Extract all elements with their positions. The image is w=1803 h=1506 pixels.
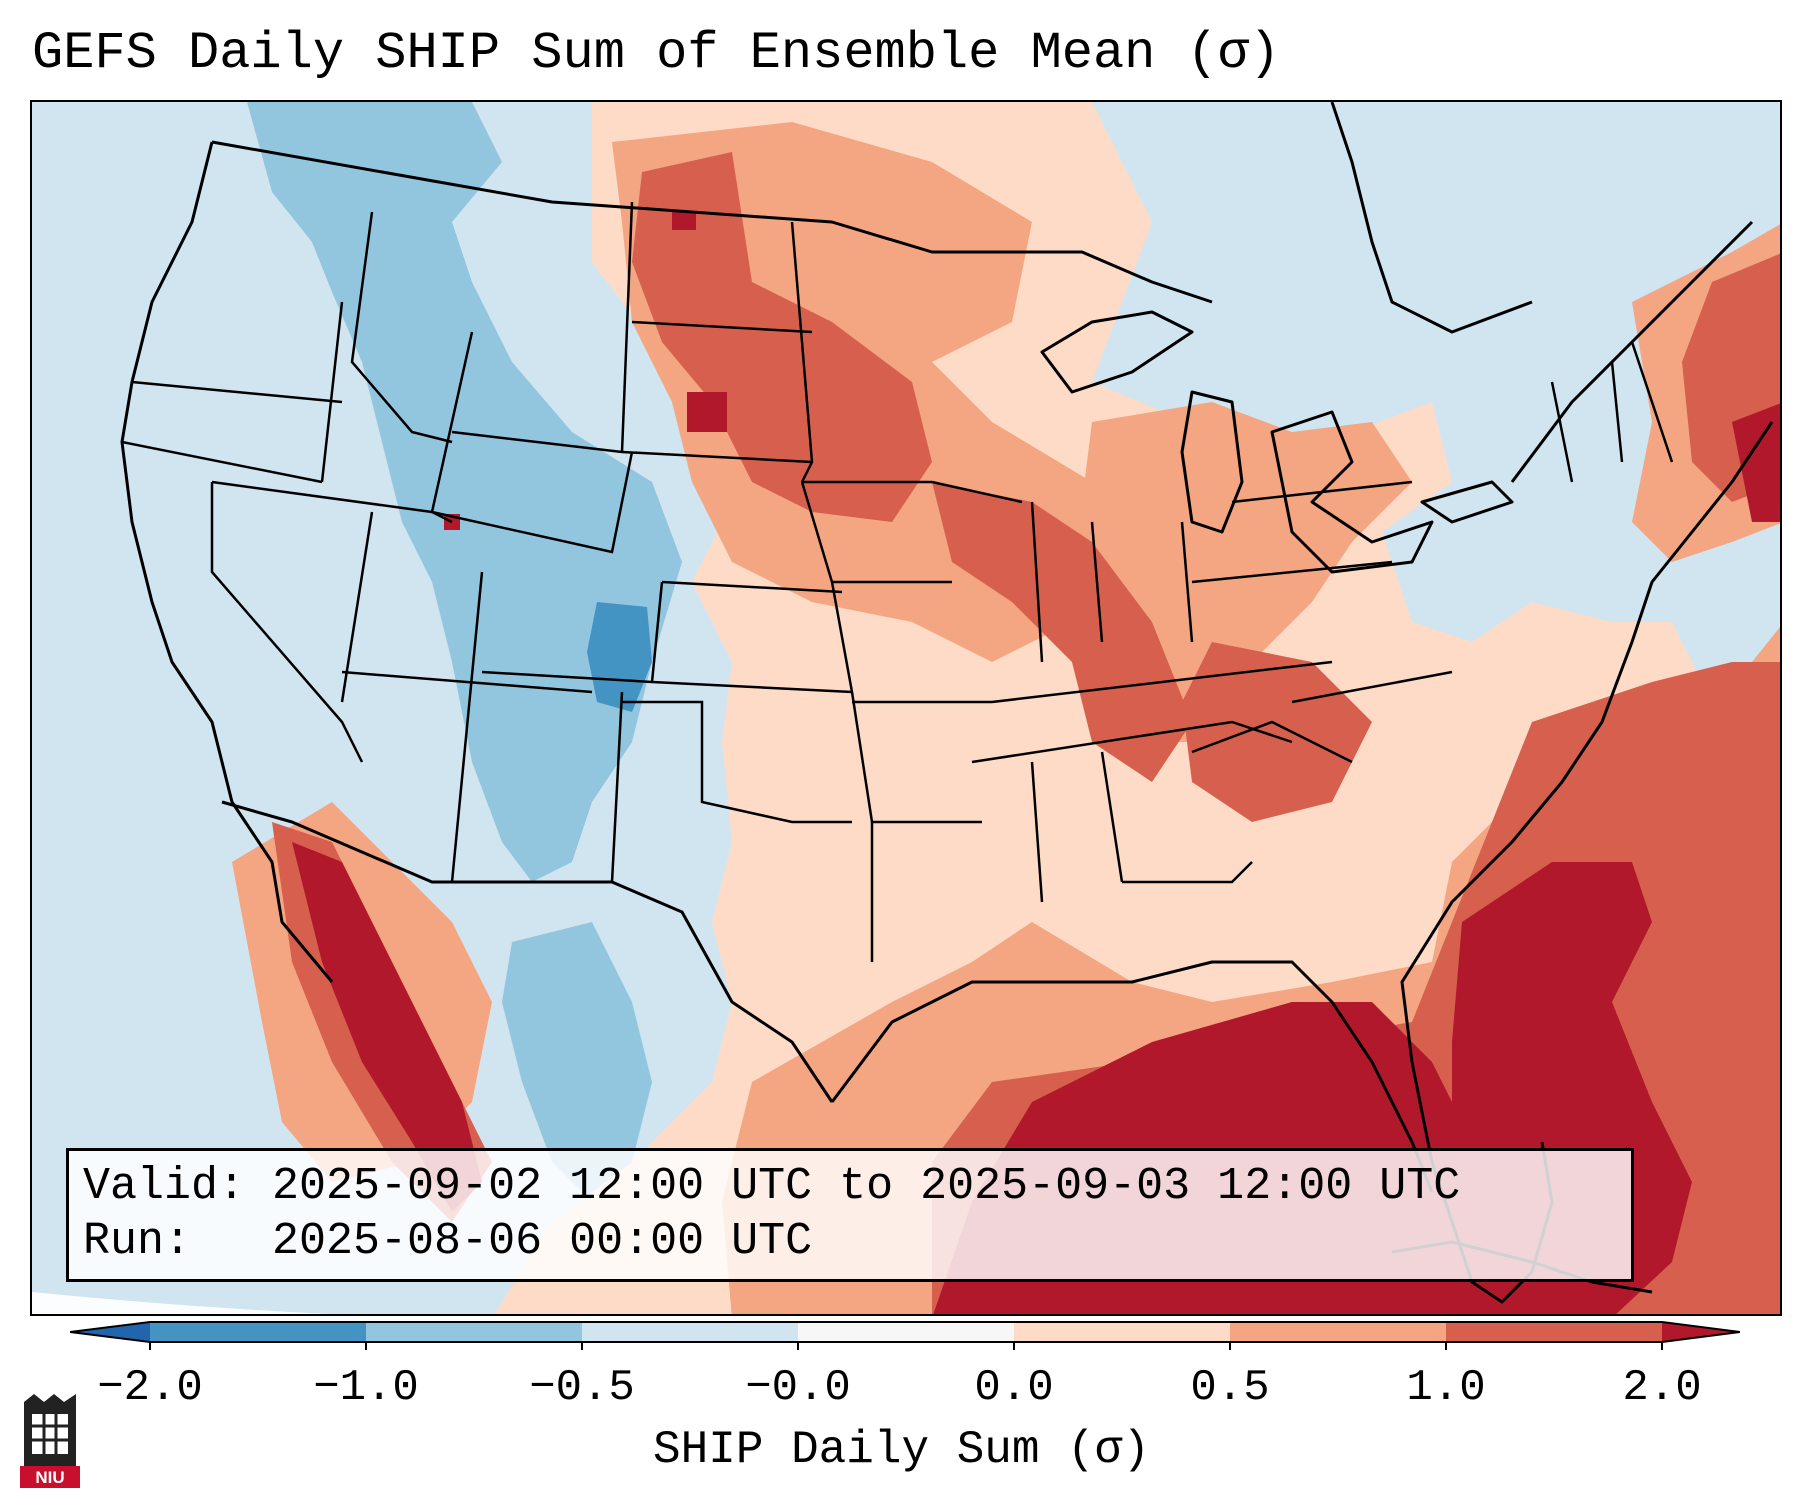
- colorbar-bin-4: [798, 1322, 1014, 1342]
- lake-ontario: [1420, 480, 1514, 524]
- state-line-tn-ms-al-ga: [971, 720, 1293, 764]
- field-blue-colorado-core: [587, 602, 652, 712]
- colorbar-bin-3: [582, 1322, 798, 1342]
- colorbar-tick-label: −1.0: [313, 1363, 419, 1413]
- map-title: GEFS Daily SHIP Sum of Ensemble Mean (σ): [32, 24, 1281, 83]
- state-line-id-mt: [350, 211, 453, 444]
- state-line-va-nc: [1291, 670, 1453, 704]
- field-red-ohio-valley: [1182, 642, 1372, 822]
- state-line-ca-nv: [210, 482, 364, 763]
- state-line-nv-ut: [340, 511, 374, 703]
- state-line-nd-sd: [631, 320, 813, 334]
- state-line-dakotas-mn: [790, 221, 814, 483]
- colorbar-bin-6: [1230, 1322, 1446, 1342]
- colorbar-over-arrow: [1662, 1322, 1740, 1342]
- state-line-ut-az: [341, 670, 593, 694]
- colorbar-tick-label: 2.0: [1622, 1363, 1702, 1413]
- field-darkred-nd-spot: [672, 212, 696, 230]
- state-line-ga-fl: [1122, 861, 1253, 884]
- colorbar-under-arrow: [70, 1322, 150, 1342]
- state-line-in-oh: [1090, 521, 1104, 643]
- state-line-il-in: [1030, 501, 1044, 663]
- state-line-az-nm: [450, 571, 484, 883]
- great-lakes-michigan: [1180, 390, 1244, 534]
- colorbar-bin-7: [1446, 1322, 1662, 1342]
- field-red-iowa: [932, 482, 1192, 782]
- field-blue-rockies: [247, 102, 682, 882]
- logo-banner: [20, 1466, 80, 1488]
- state-line-sd-ne: [621, 450, 813, 464]
- valid-line: Valid: 2025-09-02 12:00 UTC to 2025-09-0…: [83, 1161, 1461, 1212]
- state-line-ok-tx: [622, 700, 852, 824]
- state-line-ms-al: [1030, 761, 1044, 903]
- state-line-ky-tn: [991, 660, 1333, 704]
- colorbar-tick-label: −0.5: [529, 1363, 635, 1413]
- state-line-or-id: [320, 301, 344, 483]
- state-line-nv-id: [211, 480, 433, 514]
- state-line-or-ca: [121, 440, 323, 484]
- colorbar-tick-label: −0.0: [745, 1363, 851, 1413]
- field-layer: [32, 102, 1780, 1314]
- state-line-co-ks: [650, 581, 664, 683]
- field-darkred-new-england: [1732, 403, 1780, 522]
- field-blue-southwest: [502, 922, 652, 1202]
- colorbar-bin-1: [150, 1322, 366, 1342]
- field-darkred-mexico-west: [292, 842, 482, 1212]
- field-domain-edge: [32, 1292, 330, 1314]
- colorbar-tick-label: 0.5: [1190, 1363, 1270, 1413]
- colorbar-label: SHIP Daily Sum (σ): [653, 1424, 1150, 1476]
- west-coastline: [120, 141, 334, 983]
- state-line-wa-or: [131, 380, 343, 404]
- us-mexico-border: [221, 800, 834, 1103]
- gulf-coastline: [830, 960, 1434, 1193]
- state-line-al-ga: [1100, 751, 1124, 883]
- colorbar-bin-2: [366, 1322, 582, 1342]
- colorbar-ticks: [149, 1342, 1663, 1350]
- state-line-ne-ks: [661, 580, 843, 594]
- map-panel: [30, 100, 1782, 1316]
- colorbar-tick-label: 0.0: [974, 1363, 1054, 1413]
- us-canada-border: [211, 140, 1213, 304]
- field-darkred-sd-spot: [687, 392, 727, 432]
- state-line-oh-pa: [1180, 521, 1194, 643]
- state-line-pa-md: [1191, 560, 1393, 584]
- state-line-mt-wy: [451, 430, 623, 454]
- state-line-ne-ia: [800, 481, 874, 962]
- colorbar: [70, 1321, 1740, 1350]
- great-lakes-huron-erie: [1270, 410, 1434, 574]
- hudson-bay-outline: [1330, 102, 1533, 334]
- colorbar-tick-label: −2.0: [97, 1363, 203, 1413]
- niu-logo: NIU: [20, 1394, 80, 1488]
- colorbar-bin-5: [1014, 1322, 1230, 1342]
- valid-time-box: Valid: 2025-09-02 12:00 UTC to 2025-09-0…: [66, 1148, 1634, 1282]
- state-line-mt-nd: [620, 201, 634, 453]
- atlantic-coastline: [1400, 421, 1774, 1163]
- state-line-co-nm: [481, 670, 653, 684]
- state-line-pa-ny: [1231, 480, 1413, 504]
- state-line-new-england: [1550, 341, 1674, 483]
- field-red-dakotas: [632, 152, 932, 522]
- run-line: Run: 2025-08-06 00:00 UTC: [83, 1216, 813, 1267]
- state-line-nm-tx: [610, 691, 624, 883]
- state-boundaries: [121, 201, 1674, 962]
- state-line-wy-co-ut: [431, 451, 634, 554]
- state-line-nc-sc: [1191, 720, 1353, 764]
- state-line-wi-il: [931, 480, 1023, 504]
- colorbar-tick-label: 1.0: [1406, 1363, 1486, 1413]
- great-lakes-superior: [1040, 310, 1194, 394]
- state-line-ks-ok: [651, 680, 853, 694]
- logo-text: NIU: [35, 1468, 64, 1487]
